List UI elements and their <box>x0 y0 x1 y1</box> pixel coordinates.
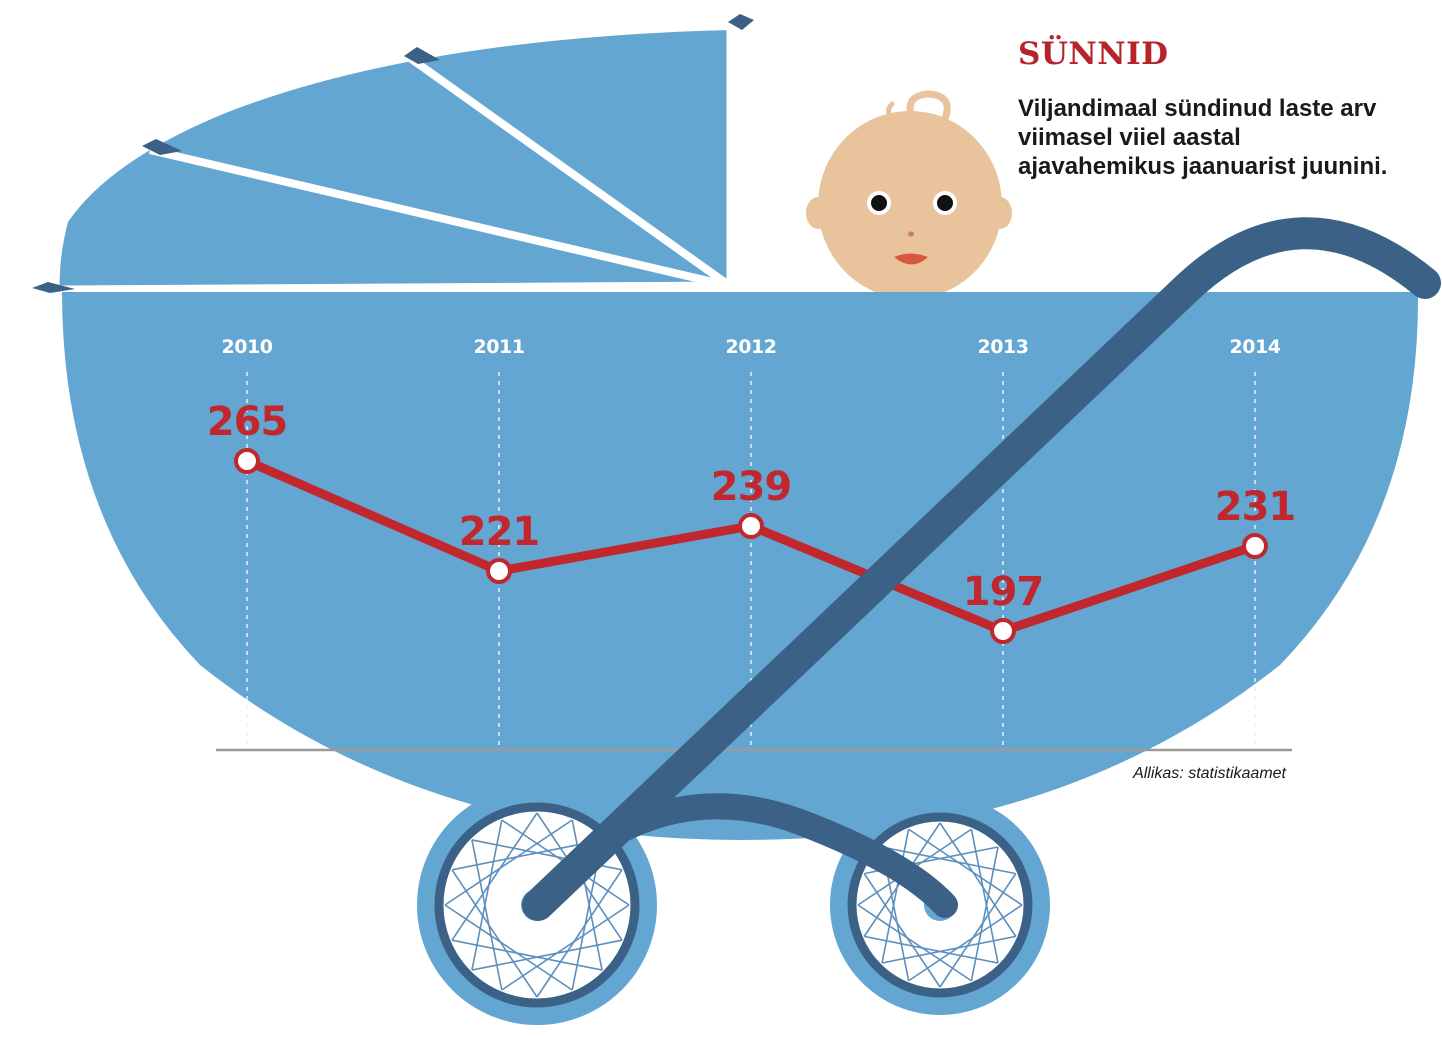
data-label: 221 <box>459 509 540 555</box>
data-point <box>234 448 260 474</box>
data-label: 231 <box>1215 484 1296 530</box>
baby-head-icon <box>806 90 1012 299</box>
data-point <box>1242 533 1268 559</box>
x-tick-label: 2010 <box>222 336 273 358</box>
source-label: Allikas: statistikaamet <box>1132 765 1286 782</box>
subtitle-line: ajavahemikus jaanuarist juunini. <box>1018 153 1388 180</box>
subtitle-line: viimasel viiel aastal <box>1018 124 1241 151</box>
x-tick-label: 2013 <box>978 336 1029 358</box>
x-tick-label: 2011 <box>474 336 525 358</box>
subtitle-line: Viljandimaal sündinud laste arv <box>1018 95 1377 122</box>
chart-subtitle: Viljandimaal sündinud laste arv viimasel… <box>1018 94 1428 181</box>
x-tick-label: 2012 <box>726 336 777 358</box>
data-label: 265 <box>207 399 288 445</box>
pram-body <box>62 292 1419 840</box>
data-point <box>738 513 764 539</box>
chart-title: SÜNNID <box>1018 36 1169 72</box>
data-label: 197 <box>963 569 1044 615</box>
data-point <box>990 618 1016 644</box>
pram-handle <box>522 217 1441 921</box>
data-label: 239 <box>711 464 792 510</box>
point-layer: 265 221 239 197 231 <box>207 399 1296 644</box>
x-tick-label: 2014 <box>1230 336 1281 358</box>
data-point <box>486 558 512 584</box>
pram-hood <box>32 14 754 295</box>
